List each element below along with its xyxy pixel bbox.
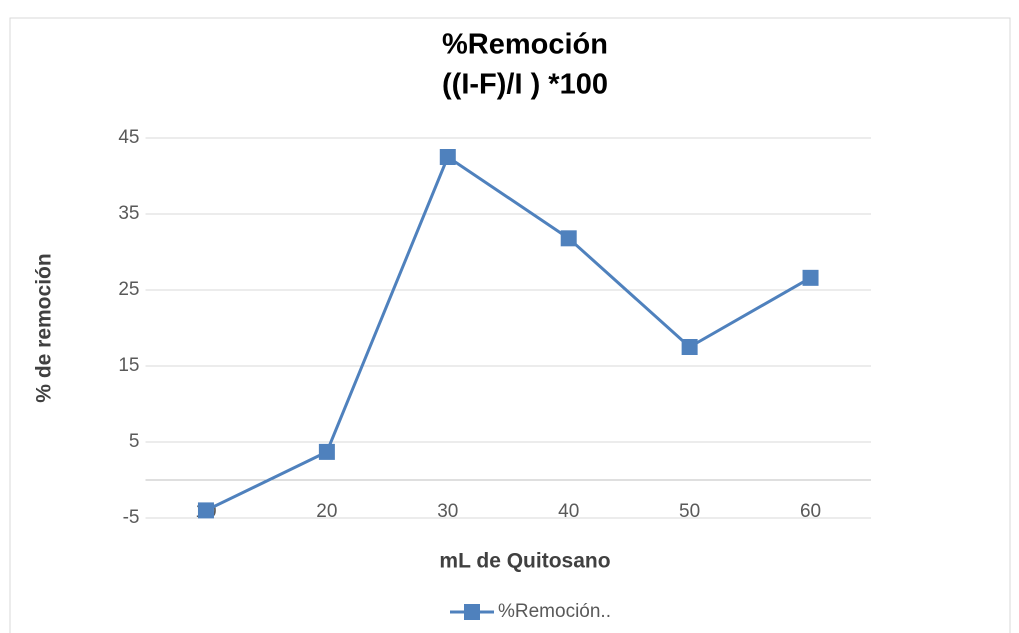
- y-tick-label: 25: [118, 279, 139, 300]
- x-axis-title: mL de Quitosano: [439, 550, 610, 573]
- data-point: [560, 230, 577, 247]
- y-tick-label: 5: [129, 431, 140, 452]
- data-point: [439, 149, 456, 165]
- data-line: [205, 155, 812, 512]
- y-tick-label: 35: [118, 203, 139, 224]
- data-point: [802, 269, 819, 286]
- x-tick-label: 60: [800, 501, 821, 522]
- x-tick-label: 50: [679, 501, 700, 522]
- chart-border: [9, 17, 1011, 633]
- y-tick-label: -5: [123, 507, 140, 528]
- x-tick-label: 20: [316, 501, 337, 522]
- x-tick-label: 40: [558, 501, 579, 522]
- y-axis-title: % de remoción: [33, 253, 56, 402]
- chart-title: ((I-F)/I ) *100: [442, 69, 608, 101]
- y-tick-label: 15: [118, 355, 139, 376]
- legend-marker: [464, 604, 480, 620]
- y-tick-label: 45: [118, 127, 139, 148]
- data-point: [197, 502, 214, 519]
- legend-label: %Remoción..: [498, 601, 611, 622]
- x-tick-label: 30: [437, 501, 458, 522]
- data-point: [681, 339, 698, 355]
- chart-title: %Remoción: [442, 29, 608, 61]
- data-point: [318, 443, 335, 460]
